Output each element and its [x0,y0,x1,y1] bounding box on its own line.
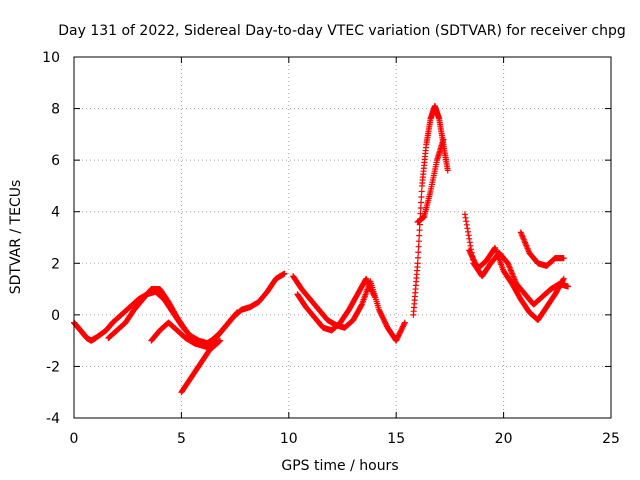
y-tick-label: 10 [42,50,60,66]
data-point [466,235,473,242]
data-point [414,260,421,267]
data-point [462,214,469,221]
plot-frame [73,56,612,419]
chart-title: Day 131 of 2022, Sidereal Day-to-day VTE… [58,23,626,39]
data-point [440,136,447,143]
data-point [415,238,422,245]
data-point [444,167,451,174]
grid [74,57,611,418]
y-tick-label: 4 [51,205,60,221]
data-point [418,193,425,200]
y-tick-label: 8 [51,102,60,118]
y-tick-label: -2 [46,359,60,375]
x-tick-label: 5 [177,431,186,447]
data-point [415,249,422,256]
data-point [466,239,473,246]
data-point [461,211,468,218]
data-point [401,320,408,327]
data-point [371,293,378,300]
data-point [465,228,472,235]
data-point [371,292,378,299]
data-point [416,227,423,234]
x-tick-label: 0 [70,431,79,447]
data-point [465,232,472,239]
data-point [560,275,567,282]
data-point [467,242,474,249]
data-point [418,188,425,195]
y-tick-label: 0 [51,308,60,324]
data-point [565,283,572,290]
data-point [234,309,241,316]
x-tick-label: 20 [495,431,513,447]
data-point [463,221,470,228]
data-point [358,302,365,309]
data-point [416,232,423,239]
x-tick-label: 15 [387,431,405,447]
data-point [414,254,421,261]
data-point [560,255,567,262]
axis-ticks: 0 5 10 15 20 25 -4 -2 0 2 4 6 8 10 [42,50,620,447]
data-point [463,218,470,225]
data-point [212,338,219,345]
data-point [417,205,424,212]
data-point [212,337,219,344]
data-point [418,199,425,206]
y-tick-label: -4 [46,411,60,427]
data-points [71,102,572,396]
data-point [415,243,422,250]
y-tick-label: 6 [51,153,60,169]
data-point [233,310,240,317]
data-point [560,276,567,283]
y-axis-label: SDTVAR / TECUs [8,180,24,295]
data-point [401,319,408,326]
x-axis-label: GPS time / hours [281,458,398,474]
y-tick-label: 2 [51,256,60,272]
x-tick-label: 10 [280,431,298,447]
data-point [464,225,471,232]
x-tick-label: 25 [602,431,620,447]
data-point [281,270,288,277]
